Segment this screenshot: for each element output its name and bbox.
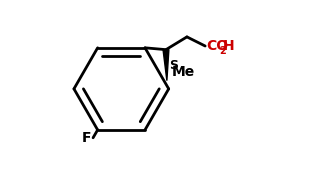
Text: Me: Me [171,65,195,79]
Polygon shape [163,50,169,81]
Text: S: S [169,59,178,72]
Text: 2: 2 [219,46,226,56]
Text: F: F [82,131,91,145]
Text: H: H [223,39,234,53]
Text: CO: CO [207,39,229,53]
